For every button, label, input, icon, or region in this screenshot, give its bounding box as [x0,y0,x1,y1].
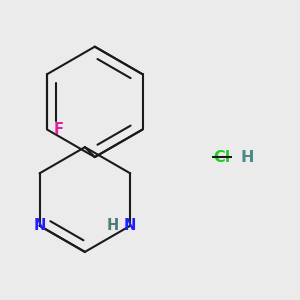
Text: N: N [124,218,136,233]
Text: H: H [106,218,119,233]
Text: F: F [54,122,64,137]
Text: H: H [241,150,254,165]
Text: N: N [33,218,46,233]
Text: Cl: Cl [214,150,231,165]
